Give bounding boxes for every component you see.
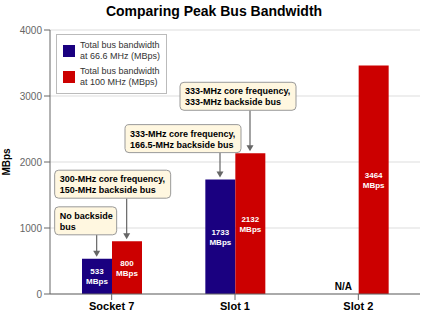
svg-text:333-MHz core frequency,166.5-M: 333-MHz core frequency,166.5-MHz backsid… (130, 129, 235, 150)
svg-text:Slot 2: Slot 2 (343, 300, 373, 312)
svg-text:1000: 1000 (20, 223, 43, 234)
svg-text:N/A: N/A (335, 281, 352, 292)
svg-text:Socket 7: Socket 7 (89, 300, 134, 312)
svg-text:4000: 4000 (20, 25, 43, 36)
svg-text:3464MBps: 3464MBps (363, 171, 385, 190)
svg-text:No backsidebus: No backsidebus (60, 211, 113, 232)
svg-text:2132MBps: 2132MBps (239, 215, 261, 234)
svg-text:MBps: MBps (8, 148, 12, 176)
svg-text:333-MHz core frequency,333-MHz: 333-MHz core frequency,333-MHz backside … (185, 86, 290, 107)
html-text:Total bus bandwidth at 66.6 MH: Total bus bandwidth at 66.6 MHz (MBps) (80, 40, 160, 61)
html-text:Comparing Peak Bus Bandwidth: Comparing Peak Bus Bandwidth (105, 3, 323, 19)
svg-text:1733MBps: 1733MBps (209, 228, 231, 247)
svg-text:533MBps: 533MBps (86, 267, 108, 286)
svg-text:Slot 1: Slot 1 (220, 300, 250, 312)
svg-text:2000: 2000 (20, 157, 43, 168)
svg-text:3000: 3000 (20, 91, 43, 102)
svg-text:300-MHz core frequency,150-MHz: 300-MHz core frequency,150-MHz backside … (60, 174, 165, 195)
svg-text:800MBps: 800MBps (116, 259, 138, 278)
html-text:Total bus bandwidth at 100 MHz: Total bus bandwidth at 100 MHz (MBps) (80, 66, 160, 87)
svg-text:0: 0 (36, 289, 42, 300)
